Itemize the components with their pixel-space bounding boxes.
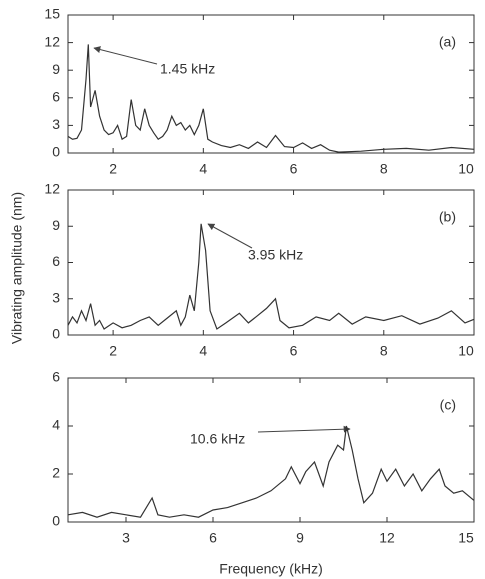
y-tick-label: 0 (52, 144, 60, 160)
y-tick-label: 3 (52, 289, 60, 305)
y-tick-label: 2 (52, 465, 60, 481)
y-tick-label: 6 (52, 89, 60, 105)
annotation-arrow (93, 46, 158, 65)
x-axis-label: Frequency (kHz) (219, 561, 322, 577)
y-tick-label: 12 (44, 181, 60, 197)
y-tick-label: 9 (52, 217, 60, 233)
x-tick-label: 2 (109, 161, 117, 177)
annotation: 1.45 kHz (160, 61, 215, 77)
x-tick-label: 10 (458, 343, 474, 359)
x-tick-label: 9 (296, 530, 304, 546)
x-tick-label: 4 (199, 161, 207, 177)
panel-label: (c) (440, 397, 456, 413)
y-tick-label: 9 (52, 61, 60, 77)
y-tick-label: 12 (44, 33, 60, 49)
y-axis-label: Vibrating amplitude (nm) (9, 192, 25, 344)
x-tick-label: 15 (458, 530, 474, 546)
y-tick-label: 6 (52, 253, 60, 269)
x-tick-label: 12 (379, 530, 395, 546)
annotation-arrow (207, 223, 253, 249)
line (67, 223, 475, 330)
x-tick-label: 4 (199, 343, 207, 359)
annotation: 3.95 kHz (248, 247, 303, 263)
y-tick-label: 4 (52, 417, 60, 433)
y-tick-label: 0 (52, 326, 60, 342)
line (67, 44, 475, 153)
x-tick-label: 6 (209, 530, 217, 546)
plot-frame (67, 14, 475, 154)
panel-label: (a) (439, 34, 456, 50)
plot-frame (67, 377, 475, 523)
annotation: 10.6 kHz (190, 431, 245, 447)
annotation-arrow (257, 425, 351, 433)
x-tick-label: 6 (290, 161, 298, 177)
x-tick-label: 8 (380, 343, 388, 359)
y-tick-label: 6 (52, 369, 60, 385)
y-tick-label: 0 (52, 513, 60, 529)
y-tick-label: 15 (44, 6, 60, 22)
x-tick-label: 6 (290, 343, 298, 359)
line (67, 425, 475, 518)
y-tick-label: 3 (52, 116, 60, 132)
x-tick-label: 8 (380, 161, 388, 177)
x-tick-label: 3 (122, 530, 130, 546)
panel-label: (b) (439, 209, 456, 225)
x-tick-label: 10 (458, 161, 474, 177)
x-tick-label: 2 (109, 343, 117, 359)
